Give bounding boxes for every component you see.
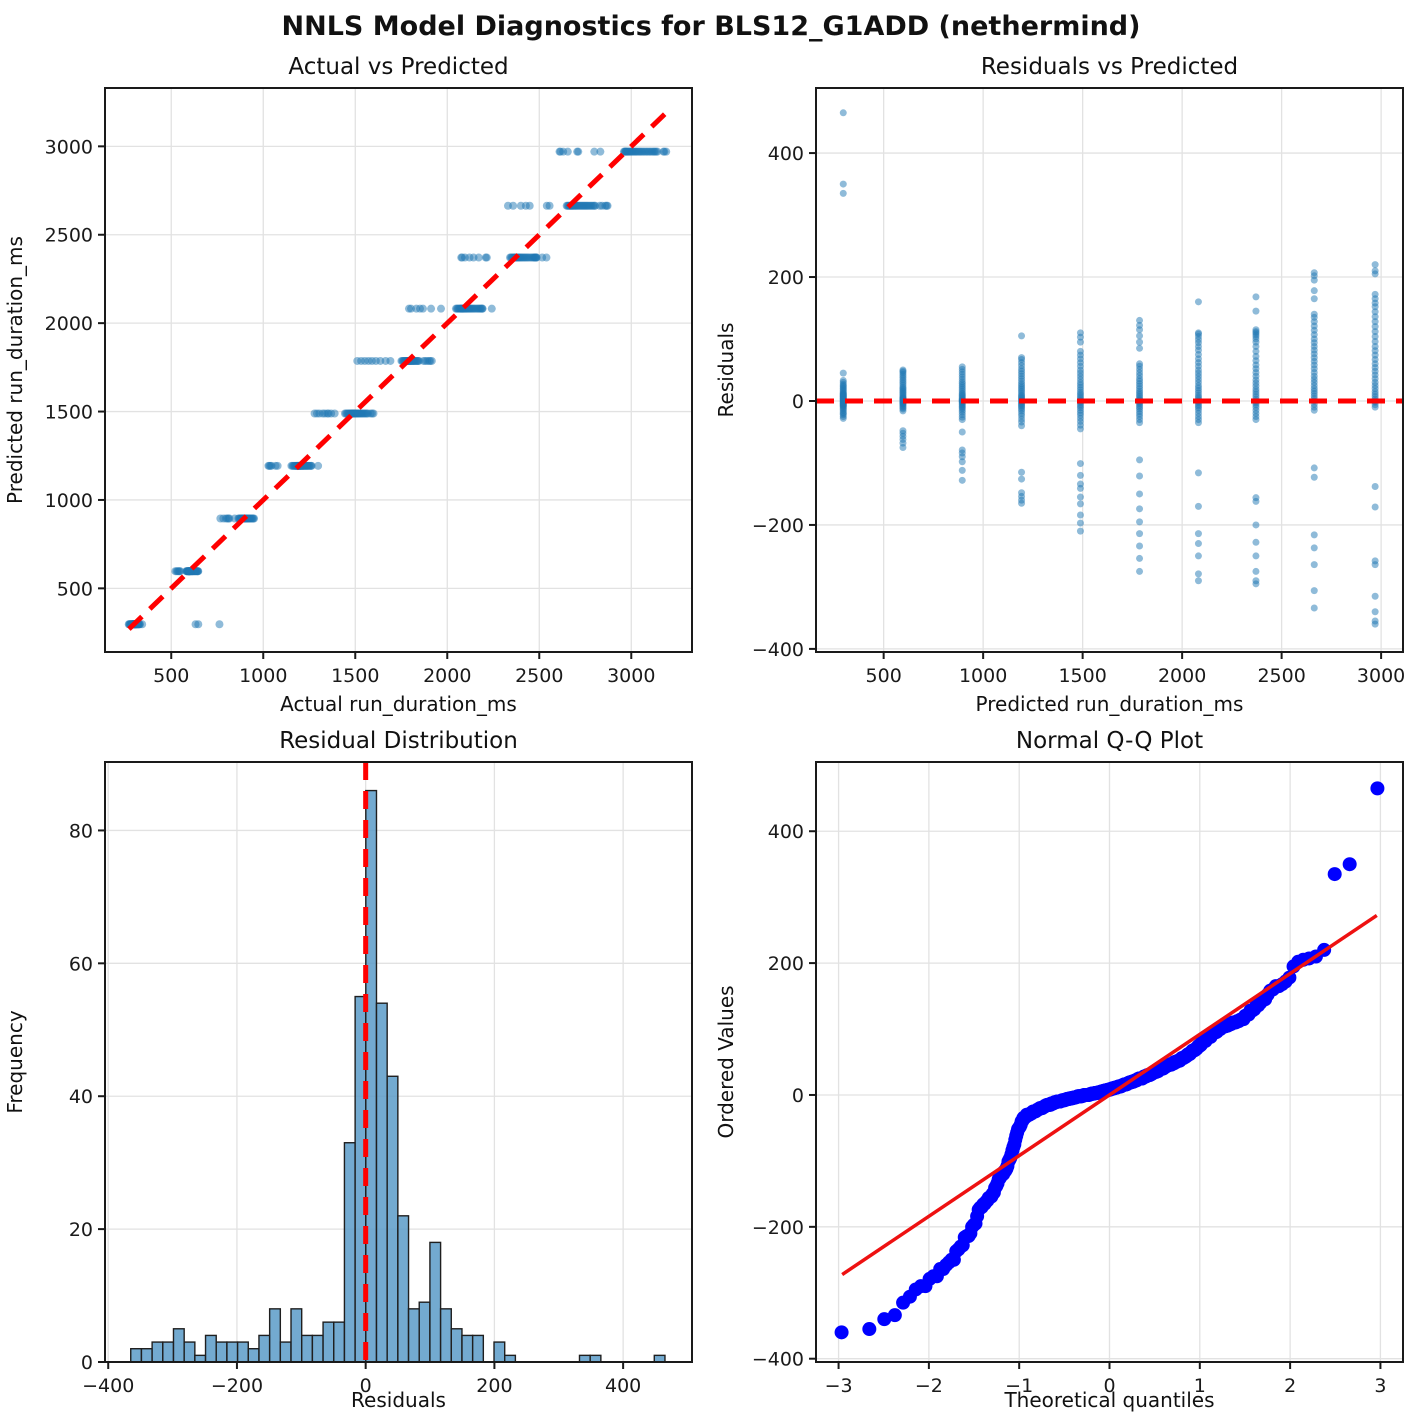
svg-text:2500: 2500 xyxy=(45,225,93,247)
svg-text:0: 0 xyxy=(792,1085,804,1107)
svg-text:500: 500 xyxy=(57,578,93,600)
svg-text:200: 200 xyxy=(476,1375,512,1397)
svg-text:400: 400 xyxy=(605,1375,641,1397)
x-axis-label: Actual run_duration_ms xyxy=(280,692,517,716)
svg-text:60: 60 xyxy=(69,953,93,975)
panel-residuals-vs-predicted: 500 1000 1500 2000 2500 3000 −400 −200 0 200 400 R… xyxy=(711,48,1422,720)
svg-text:1: 1 xyxy=(1194,1375,1206,1397)
svg-text:2000: 2000 xyxy=(423,665,471,687)
svg-text:−2: −2 xyxy=(915,1375,943,1397)
svg-text:20: 20 xyxy=(69,1219,93,1241)
panel-title: Residuals vs Predicted xyxy=(981,54,1238,80)
x-axis-label: Residuals xyxy=(351,1388,446,1412)
panel-title: Actual vs Predicted xyxy=(288,54,508,80)
svg-text:200: 200 xyxy=(768,267,804,289)
y-axis-label: Ordered Values xyxy=(714,985,738,1138)
y-axis-label: Frequency xyxy=(3,1010,27,1113)
svg-text:400: 400 xyxy=(768,821,804,843)
svg-text:200: 200 xyxy=(768,953,804,975)
svg-text:1500: 1500 xyxy=(331,665,379,687)
svg-text:80: 80 xyxy=(69,820,93,842)
svg-text:−200: −200 xyxy=(752,1217,804,1239)
panel-residual-distribution: −400 −200 0 200 400 0 20 40 60 80 Residual Distri… xyxy=(0,720,711,1416)
svg-text:0: 0 xyxy=(792,391,804,413)
svg-text:3000: 3000 xyxy=(1357,665,1405,687)
svg-text:2: 2 xyxy=(1284,1375,1296,1397)
x-axis-label: Theoretical quantiles xyxy=(1003,1388,1214,1412)
svg-text:1000: 1000 xyxy=(959,665,1007,687)
panels-grid: 500 1000 1500 2000 2500 3000 500 1000 1500 2000 25… xyxy=(0,48,1422,1416)
svg-text:3: 3 xyxy=(1374,1375,1386,1397)
svg-text:1000: 1000 xyxy=(239,665,287,687)
svg-text:40: 40 xyxy=(69,1086,93,1108)
svg-text:1000: 1000 xyxy=(45,490,93,512)
svg-text:−3: −3 xyxy=(825,1375,853,1397)
panel-normal-qq-plot: −3 −2 −1 0 1 2 3 −400 −200 0 200 400 Normal Q-Q Plo… xyxy=(711,720,1422,1416)
svg-text:−400: −400 xyxy=(82,1375,134,1397)
figure-title: NNLS Model Diagnostics for BLS12_G1ADD (… xyxy=(281,11,1141,42)
svg-text:0: 0 xyxy=(360,1375,372,1397)
svg-text:3000: 3000 xyxy=(45,136,93,158)
svg-text:−400: −400 xyxy=(752,1349,804,1371)
svg-text:500: 500 xyxy=(153,665,189,687)
svg-text:500: 500 xyxy=(866,665,902,687)
svg-text:2500: 2500 xyxy=(1257,665,1305,687)
svg-text:−1: −1 xyxy=(1005,1375,1033,1397)
svg-text:2500: 2500 xyxy=(515,665,563,687)
svg-text:0: 0 xyxy=(1103,1375,1115,1397)
panel-title: Normal Q-Q Plot xyxy=(1016,728,1203,754)
x-axis-label: Predicted run_duration_ms xyxy=(976,692,1244,716)
svg-text:2000: 2000 xyxy=(45,313,93,335)
panel-actual-vs-predicted: 500 1000 1500 2000 2500 3000 500 1000 1500 2000 25… xyxy=(0,48,711,720)
y-axis-label: Predicted run_duration_ms xyxy=(3,236,27,504)
svg-text:400: 400 xyxy=(768,143,804,165)
svg-text:1500: 1500 xyxy=(1058,665,1106,687)
svg-text:1500: 1500 xyxy=(45,402,93,424)
svg-text:−200: −200 xyxy=(752,515,804,537)
svg-text:3000: 3000 xyxy=(607,665,655,687)
svg-text:0: 0 xyxy=(81,1352,93,1374)
svg-text:−400: −400 xyxy=(752,639,804,661)
panel-title: Residual Distribution xyxy=(279,728,518,754)
y-axis-label: Residuals xyxy=(714,323,738,418)
svg-text:−200: −200 xyxy=(211,1375,263,1397)
svg-text:2000: 2000 xyxy=(1158,665,1206,687)
